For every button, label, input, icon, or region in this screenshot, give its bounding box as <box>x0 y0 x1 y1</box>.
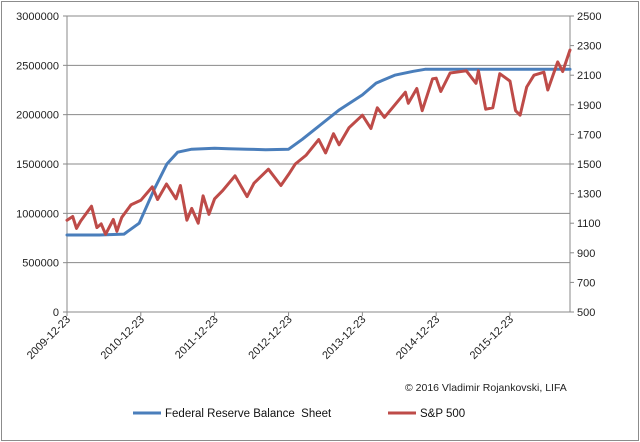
left-tick-label: 3000000 <box>16 11 59 23</box>
right-tick-label: 500 <box>577 307 595 319</box>
x-tick-label: 2009-12-23 <box>25 314 73 362</box>
left-tick-label: 2500000 <box>16 60 59 72</box>
right-tick-label: 2300 <box>577 41 601 53</box>
legend-label-fed: Federal Reserve Balance Sheet <box>165 408 332 420</box>
left-tick-label: 1500000 <box>16 159 59 171</box>
legend-label-sp500: S&P 500 <box>420 408 465 420</box>
right-tick-label: 1700 <box>577 129 601 141</box>
right-tick-label: 2100 <box>577 70 601 82</box>
x-axis: 2009-12-23 2010-12-23 2011-12-23 2012-12-23… <box>25 312 516 362</box>
series-lines <box>65 48 572 237</box>
left-tick-label: 1000000 <box>16 208 59 220</box>
right-tick-label: 1900 <box>577 100 601 112</box>
x-tick-label: 2014-12-23 <box>394 314 442 362</box>
right-tick-label: 2500 <box>577 11 601 23</box>
legend: Federal Reserve Balance Sheet S&P 500 <box>133 408 465 420</box>
grid-lines <box>67 15 570 313</box>
right-tick-label: 1100 <box>577 218 601 230</box>
right-tick-label: 700 <box>577 277 595 289</box>
x-tick-label: 2015-12-23 <box>468 314 516 362</box>
x-tick-label: 2010-12-23 <box>99 314 147 362</box>
right-tick-label: 1300 <box>577 189 601 201</box>
x-tick-label: 2011-12-23 <box>173 314 221 362</box>
right-axis: 500 700 900 1100 1300 1500 1700 1900 2100 2300 250… <box>569 11 601 319</box>
left-tick-label: 0 <box>53 307 59 319</box>
left-tick-label: 2000000 <box>16 110 59 122</box>
copyright-annotation: © 2016 Vladimir Rojankovski, LIFA <box>405 382 567 394</box>
x-tick-label: 2013-12-23 <box>320 314 368 362</box>
left-axis: 0 500000 1000000 1500000 2000000 2500000 30000… <box>16 11 68 319</box>
left-tick-label: 500000 <box>22 258 59 270</box>
right-tick-label: 1500 <box>577 159 601 171</box>
series-line-sp500 <box>65 48 572 236</box>
right-tick-label: 900 <box>577 248 595 260</box>
series-line-fed-balance-sheet <box>65 67 572 237</box>
x-tick-label: 2012-12-23 <box>246 314 294 362</box>
